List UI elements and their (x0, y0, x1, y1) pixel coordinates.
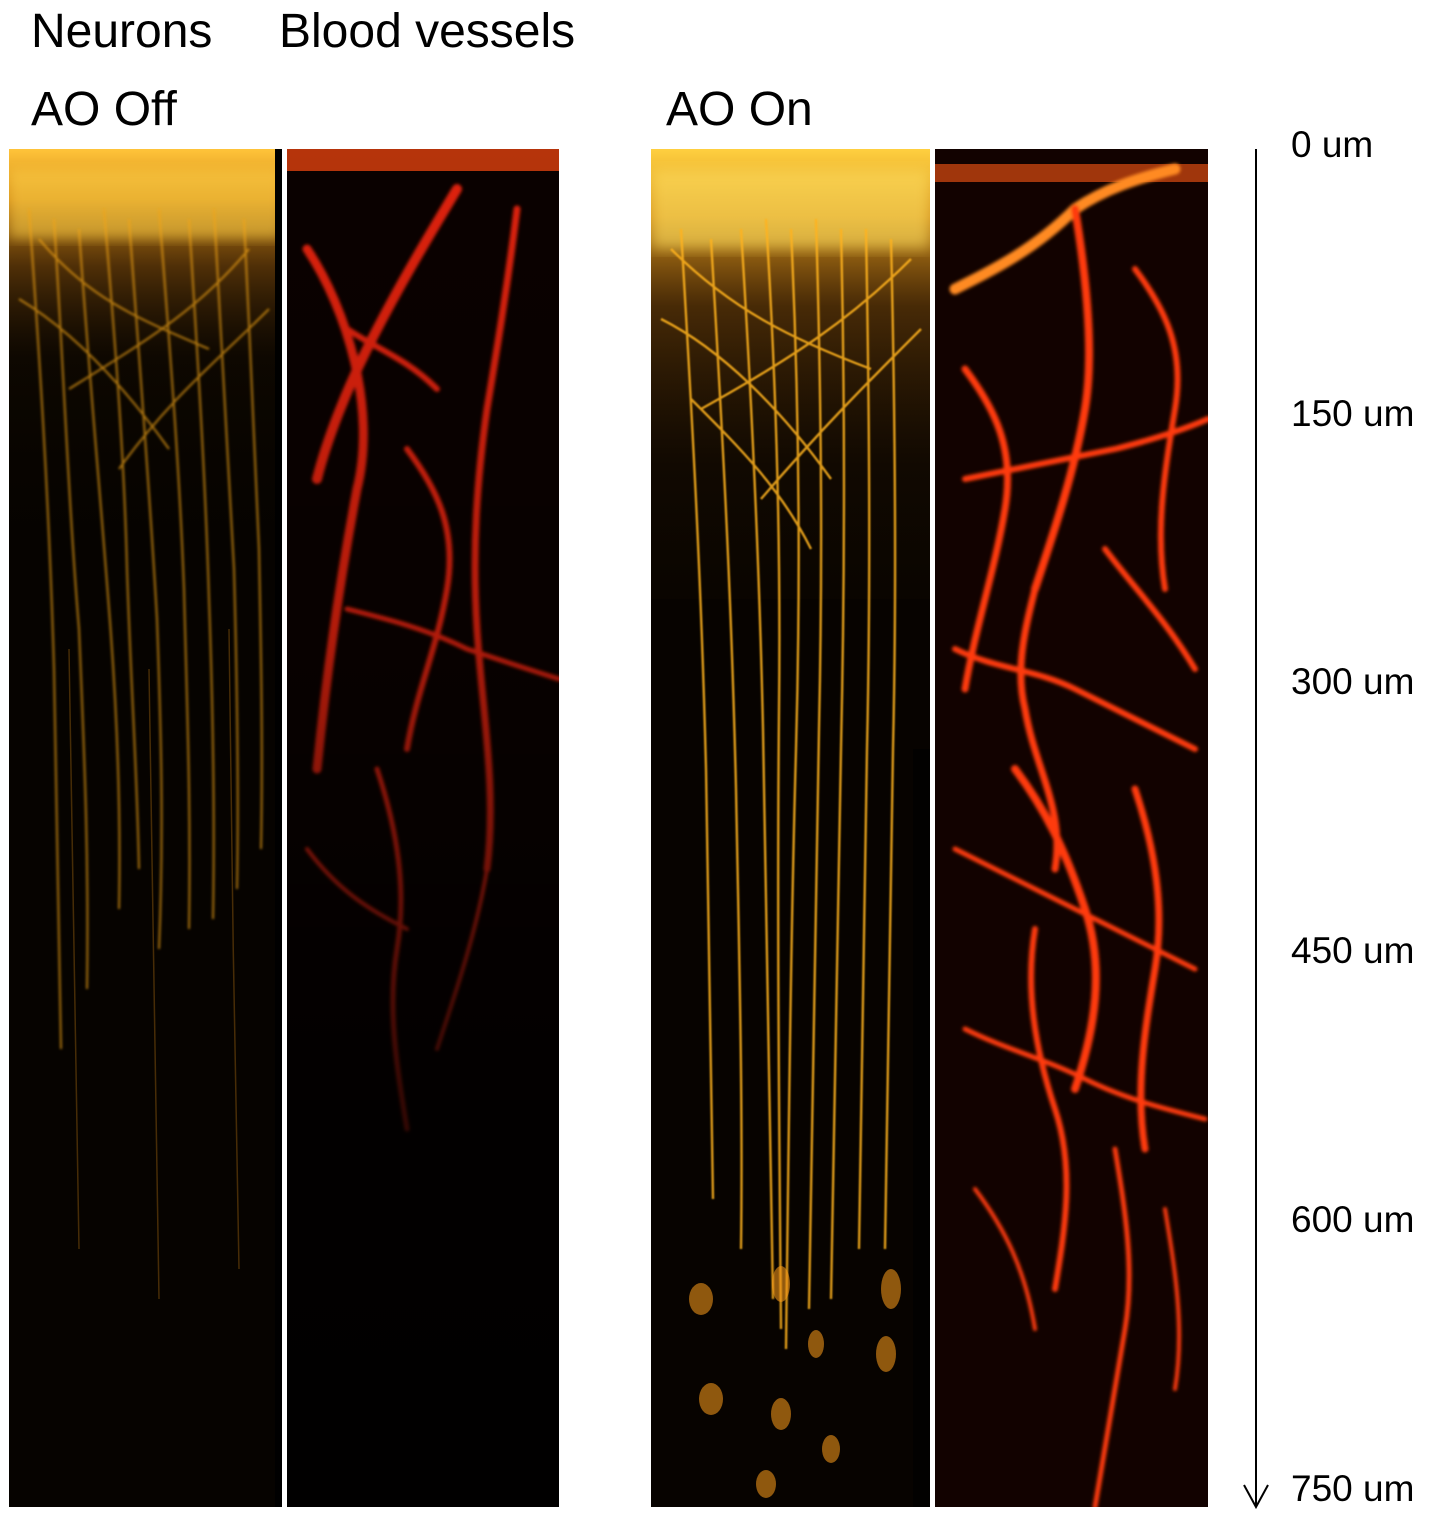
ao-on-header: AO On (666, 83, 813, 136)
panel-separator (282, 149, 287, 1507)
panel-separator (930, 149, 935, 1507)
depth-label-600: 600 um (1291, 1199, 1415, 1240)
depth-label-0: 0 um (1291, 124, 1374, 165)
depth-axis-arrow (1243, 149, 1269, 1510)
ao-off-header: AO Off (31, 83, 177, 136)
depth-label-150: 150 um (1291, 393, 1415, 434)
ao-on-neurons-image (651, 149, 930, 1507)
depth-label-450: 450 um (1291, 930, 1415, 971)
depth-label-750: 750 um (1291, 1468, 1415, 1509)
depth-label-300: 300 um (1291, 661, 1415, 702)
ao-off-blood-vessels-image (287, 149, 559, 1507)
ao-off-neurons-image (9, 149, 282, 1507)
blood-vessels-header: Blood vessels (279, 5, 576, 58)
neurons-header: Neurons (31, 5, 213, 58)
ao-on-blood-vessels-image (935, 149, 1208, 1507)
